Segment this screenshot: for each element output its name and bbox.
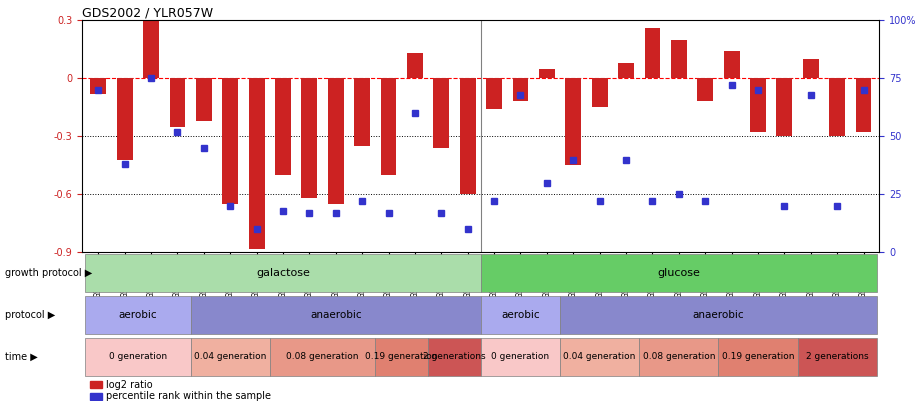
Bar [407, 53, 423, 78]
FancyBboxPatch shape [560, 338, 639, 376]
Bar [91, 393, 103, 400]
FancyBboxPatch shape [85, 296, 191, 334]
FancyBboxPatch shape [191, 338, 270, 376]
Text: 0.19 generation: 0.19 generation [722, 352, 794, 361]
Bar [354, 78, 370, 146]
Text: percentile rank within the sample: percentile rank within the sample [106, 391, 271, 401]
Bar [856, 78, 871, 132]
Text: 0 generation: 0 generation [491, 352, 550, 361]
FancyBboxPatch shape [85, 338, 191, 376]
Bar [539, 68, 555, 78]
Bar [513, 78, 529, 102]
Text: log2 ratio: log2 ratio [106, 380, 153, 390]
FancyBboxPatch shape [270, 338, 376, 376]
Bar [116, 78, 133, 160]
Text: galactose: galactose [256, 268, 310, 278]
Text: anaerobic: anaerobic [692, 310, 744, 320]
Bar [565, 78, 581, 165]
Bar [697, 78, 714, 102]
Bar [486, 78, 502, 109]
FancyBboxPatch shape [481, 254, 877, 292]
Bar [275, 78, 291, 175]
Bar [91, 381, 103, 388]
Bar [645, 28, 660, 78]
Text: 0 generation: 0 generation [109, 352, 167, 361]
Bar [433, 78, 449, 148]
Text: time ▶: time ▶ [5, 352, 38, 362]
FancyBboxPatch shape [191, 296, 481, 334]
FancyBboxPatch shape [481, 338, 560, 376]
Bar [143, 20, 159, 78]
Text: glucose: glucose [658, 268, 700, 278]
Bar [248, 78, 265, 249]
Bar [91, 78, 106, 94]
FancyBboxPatch shape [560, 296, 877, 334]
FancyBboxPatch shape [481, 296, 560, 334]
Text: aerobic: aerobic [501, 310, 540, 320]
Bar [592, 78, 607, 107]
Bar [724, 51, 739, 78]
FancyBboxPatch shape [376, 338, 428, 376]
Bar [802, 59, 819, 78]
Text: growth protocol ▶: growth protocol ▶ [5, 268, 92, 278]
Text: GDS2002 / YLR057W: GDS2002 / YLR057W [82, 6, 213, 19]
Text: 0.19 generation: 0.19 generation [365, 352, 438, 361]
Bar [460, 78, 475, 194]
Text: 2 generations: 2 generations [423, 352, 485, 361]
FancyBboxPatch shape [639, 338, 718, 376]
Bar [381, 78, 397, 175]
FancyBboxPatch shape [428, 338, 481, 376]
Bar [301, 78, 317, 198]
FancyBboxPatch shape [718, 338, 798, 376]
Bar [169, 78, 185, 127]
Text: 0.04 generation: 0.04 generation [563, 352, 636, 361]
Text: protocol ▶: protocol ▶ [5, 310, 55, 320]
Bar [829, 78, 845, 136]
Bar [223, 78, 238, 204]
Bar [750, 78, 766, 132]
Bar [196, 78, 212, 121]
Text: 0.04 generation: 0.04 generation [194, 352, 267, 361]
FancyBboxPatch shape [85, 254, 481, 292]
Bar [777, 78, 792, 136]
Text: 2 generations: 2 generations [806, 352, 868, 361]
Text: anaerobic: anaerobic [310, 310, 362, 320]
Text: aerobic: aerobic [118, 310, 158, 320]
Text: 0.08 generation: 0.08 generation [642, 352, 715, 361]
Bar [328, 78, 344, 204]
Text: 0.08 generation: 0.08 generation [287, 352, 359, 361]
FancyBboxPatch shape [798, 338, 877, 376]
Bar [618, 63, 634, 78]
Bar [671, 40, 687, 78]
